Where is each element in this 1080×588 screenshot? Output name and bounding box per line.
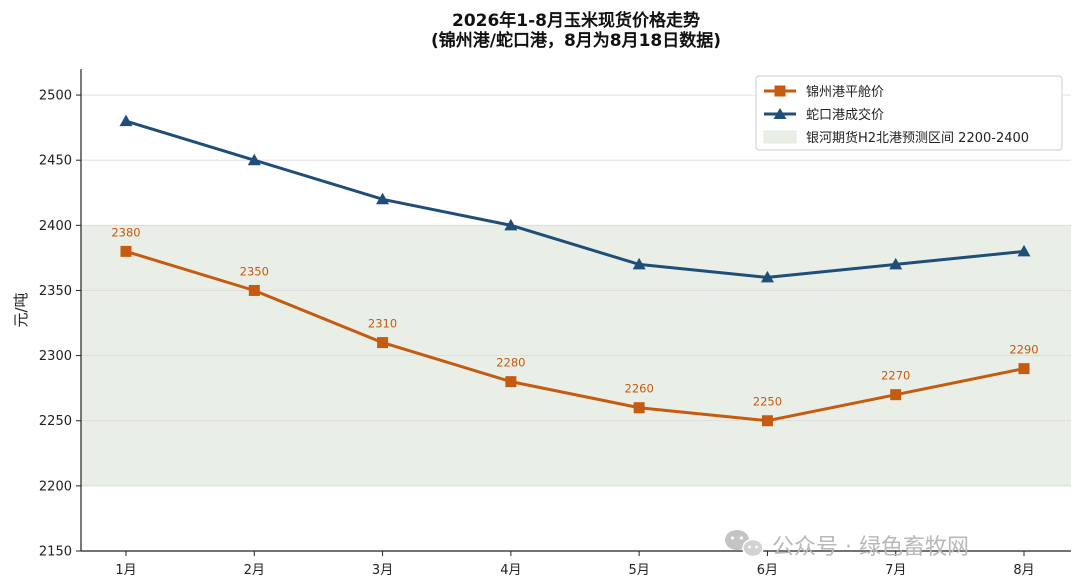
x-tick-label: 5月 bbox=[629, 563, 650, 578]
series-point-0 bbox=[248, 284, 260, 296]
legend-label-shekou: 蛇口港成交价 bbox=[806, 107, 884, 123]
series-line-1 bbox=[124, 119, 1026, 279]
data-label: 2260 bbox=[625, 382, 654, 396]
legend-label-jinzhou: 锦州港平舱价 bbox=[806, 85, 884, 100]
legend-box bbox=[755, 75, 1063, 151]
legend-marker-jinzhou bbox=[774, 85, 786, 97]
y-tick-label: 2200 bbox=[39, 479, 72, 494]
series-point-0 bbox=[377, 337, 389, 349]
x-tick-label: 3月 bbox=[372, 563, 393, 578]
y-tick-label: 2400 bbox=[39, 219, 72, 234]
series-point-1 bbox=[760, 270, 774, 283]
series-line-0 bbox=[124, 249, 1026, 423]
data-label: 2270 bbox=[881, 369, 910, 383]
x-tick-label: 6月 bbox=[757, 563, 778, 578]
y-tick-label: 2300 bbox=[39, 349, 72, 364]
chart-subtitle: (锦州港/蛇口港，8月为8月18日数据) bbox=[431, 30, 721, 51]
data-label: 2290 bbox=[1009, 343, 1038, 357]
series-point-0 bbox=[505, 376, 517, 388]
data-label: 2350 bbox=[240, 264, 269, 278]
y-tick-label: 2350 bbox=[39, 284, 72, 299]
series-point-0 bbox=[761, 415, 773, 427]
series-point-0 bbox=[633, 402, 645, 414]
x-tick-label: 1月 bbox=[115, 563, 136, 578]
series-point-1 bbox=[247, 153, 261, 166]
legend-label-band: 银河期货H2北港预测区间 2200-2400 bbox=[806, 130, 1029, 146]
wechat-icon bbox=[725, 530, 764, 558]
data-label: 2280 bbox=[496, 356, 525, 370]
y-tick-label: 2450 bbox=[39, 154, 72, 169]
series-point-1 bbox=[119, 114, 133, 127]
watermark-text: 公众号 · 绿色畜牧网 bbox=[772, 535, 969, 560]
x-tick-label: 7月 bbox=[885, 563, 906, 578]
data-label: 2310 bbox=[368, 317, 397, 331]
series-point-1 bbox=[889, 257, 903, 270]
data-label: 2380 bbox=[111, 225, 140, 239]
series-point-1 bbox=[504, 218, 518, 231]
legend-swatch-band bbox=[763, 130, 797, 144]
x-tick-label: 8月 bbox=[1013, 563, 1034, 578]
y-tick-label: 2150 bbox=[39, 545, 72, 560]
y-tick-label: 2500 bbox=[39, 89, 72, 104]
data-label: 2250 bbox=[753, 395, 782, 409]
series-point-1 bbox=[376, 192, 390, 205]
chart-title: 2026年1-8月玉米现货价格走势 bbox=[452, 10, 700, 31]
x-tick-label: 4月 bbox=[500, 563, 521, 578]
watermark: 公众号 · 绿色畜牧网 bbox=[725, 530, 969, 560]
series-point-0 bbox=[890, 389, 902, 401]
legend-marker-shekou bbox=[773, 108, 787, 119]
x-tick-label: 2月 bbox=[244, 563, 265, 578]
series-point-0 bbox=[1018, 363, 1030, 375]
y-tick-label: 2250 bbox=[39, 414, 72, 429]
y-axis-label: 元/吨 bbox=[12, 292, 30, 327]
series-point-1 bbox=[1017, 244, 1031, 257]
series-point-0 bbox=[120, 245, 132, 257]
legend: 锦州港平舱价 蛇口港成交价 银河期货H2北港预测区间 2200-2400 bbox=[755, 75, 1063, 151]
series-point-1 bbox=[632, 257, 646, 270]
